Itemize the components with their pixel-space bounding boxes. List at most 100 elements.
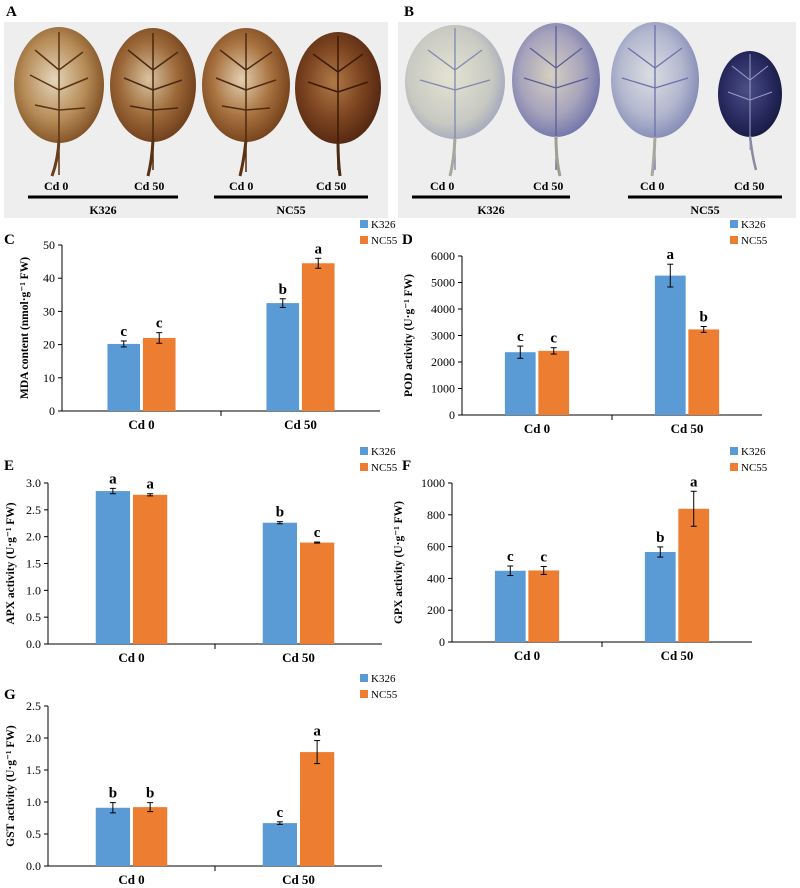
- bar-nc55-1: [133, 807, 168, 866]
- bar-nc55-1: [528, 570, 560, 642]
- charts: C 0 10 20 30 40 50 MDA content (nmol·g⁻¹ FW) Cd …: [4, 219, 768, 887]
- panel-label-a: A: [6, 4, 17, 20]
- bar-k326-1: [95, 491, 130, 644]
- y-tick-label: 0.0: [26, 859, 41, 873]
- y-tick-label: 1000: [431, 382, 455, 396]
- y-tick-label: 0.5: [26, 827, 41, 841]
- panel-label-b: B: [404, 4, 414, 20]
- bar-nc55-2: [300, 542, 335, 644]
- bar-k326-1: [95, 807, 130, 866]
- bar-nc55-2: [688, 329, 720, 415]
- y-tick-label: 800: [427, 508, 445, 522]
- y-tick-label: 2.0: [26, 530, 41, 544]
- legend-swatch-nc55: [730, 463, 738, 471]
- y-tick-label: 6000: [431, 249, 455, 263]
- significance-letter: b: [700, 309, 708, 325]
- significance-letter: c: [517, 329, 524, 345]
- chart-d: D 0 1000 2000 3000 4000 5000 6000 POD activity (…: [402, 219, 768, 436]
- chart-c: C 0 10 20 30 40 50 MDA content (nmol·g⁻¹ FW) Cd …: [4, 219, 398, 432]
- y-tick-label: 3.0: [26, 476, 41, 490]
- legend-label-nc55: NC55: [371, 462, 398, 474]
- y-tick-label: 1.0: [26, 583, 41, 597]
- bar-nc55-2: [678, 508, 710, 642]
- x-category-label: Cd 50: [284, 417, 317, 432]
- significance-letter: c: [314, 525, 321, 541]
- bar-nc55-1: [538, 350, 570, 415]
- legend-swatch-k326: [360, 220, 368, 228]
- significance-letter: b: [276, 505, 284, 521]
- y-axis-label: APX activity (U·g⁻¹ FW): [5, 502, 17, 624]
- x-category-label: Cd 50: [282, 650, 315, 665]
- y-tick-label: 10: [43, 371, 55, 385]
- chart-e: E 0.0 0.5 1.0 1.5 2.0 2.5 3.0 APX activity (U·g⁻…: [4, 446, 398, 665]
- legend-label-nc55: NC55: [371, 235, 398, 247]
- leaf-dab-k326-cd0: [14, 27, 104, 177]
- photo-a-leaf-label-1: Cd 0: [44, 179, 68, 193]
- bar-k326-2: [266, 303, 300, 411]
- x-category-label: Cd 50: [661, 648, 694, 663]
- bar-nc55-1: [142, 337, 176, 411]
- bar-k326-2: [262, 522, 297, 644]
- x-category-label: Cd 0: [118, 650, 144, 665]
- y-tick-label: 0: [439, 635, 445, 649]
- chart-g: G 0.0 0.5 1.0 1.5 2.0 2.5 GST activity (U·g⁻¹ F…: [4, 673, 398, 887]
- leaf-nbt-nc55-cd0: [611, 22, 699, 177]
- chart-f: F 0 200 400 600 800 1000 GPX activity (U·g⁻¹ FW…: [393, 446, 768, 663]
- photo-a-group-k326: K326: [89, 203, 116, 217]
- significance-letter: c: [277, 805, 284, 821]
- significance-letter: b: [656, 530, 664, 546]
- legend-swatch-nc55: [360, 463, 368, 471]
- y-tick-label: 2.5: [26, 699, 41, 713]
- legend-label-k326: K326: [371, 673, 396, 685]
- y-tick-label: 4000: [431, 302, 455, 316]
- y-tick-label: 1.5: [26, 763, 41, 777]
- photo-b-leaf-label-4: Cd 50: [734, 179, 764, 193]
- y-tick-label: 5000: [431, 276, 455, 290]
- photo-a-group-nc55: NC55: [276, 203, 305, 217]
- y-tick-label: 400: [427, 571, 445, 585]
- photo-a-leaf-label-3: Cd 0: [229, 179, 253, 193]
- y-axis-label: GPX activity (U·g⁻¹ FW): [393, 501, 405, 624]
- significance-letter: b: [279, 282, 287, 298]
- legend-swatch-k326: [730, 447, 738, 455]
- significance-letter: a: [313, 724, 321, 740]
- legend-label-nc55: NC55: [371, 689, 398, 701]
- legend-swatch-nc55: [730, 236, 738, 244]
- photo-b-group-nc55: NC55: [690, 203, 719, 217]
- significance-letter: b: [146, 786, 154, 802]
- significance-letter: c: [156, 316, 163, 332]
- bar-nc55-2: [300, 752, 335, 866]
- leaf-nbt-k326-cd0: [405, 25, 505, 177]
- panel-label-f: F: [402, 458, 411, 474]
- leaf-nbt-nc55-cd50: [718, 51, 782, 171]
- panel-label-e: E: [4, 458, 14, 474]
- y-tick-label: 0.5: [26, 610, 41, 624]
- y-tick-label: 1000: [421, 476, 445, 490]
- photo-panel-a: A Cd 0 Cd 50 Cd 0 Cd 50 K326 NC55: [4, 4, 388, 218]
- y-tick-label: 200: [427, 603, 445, 617]
- y-axis-label: MDA content (nmol·g⁻¹ FW): [19, 257, 31, 399]
- photo-a-leaf-label-2: Cd 50: [134, 179, 164, 193]
- x-category-label: Cd 50: [671, 421, 704, 436]
- significance-letter: b: [109, 786, 117, 802]
- significance-letter: a: [314, 241, 322, 257]
- y-tick-label: 30: [43, 304, 55, 318]
- legend-swatch-nc55: [360, 690, 368, 698]
- y-tick-label: 40: [43, 271, 55, 285]
- bar-k326-1: [504, 352, 536, 415]
- photo-b-leaf-label-1: Cd 0: [430, 179, 454, 193]
- legend-swatch-k326: [360, 447, 368, 455]
- significance-letter: c: [550, 331, 557, 347]
- bar-k326-2: [644, 552, 676, 642]
- y-tick-label: 3000: [431, 329, 455, 343]
- bar-k326-1: [494, 570, 526, 642]
- y-tick-label: 2.0: [26, 731, 41, 745]
- leaf-nbt-k326-cd50: [512, 23, 600, 177]
- significance-letter: a: [690, 474, 698, 490]
- y-tick-label: 1.0: [26, 795, 41, 809]
- panel-label-g: G: [4, 687, 16, 703]
- x-category-label: Cd 0: [524, 421, 550, 436]
- significance-letter: a: [146, 477, 154, 493]
- leaf-dab-nc55-cd0: [202, 28, 290, 177]
